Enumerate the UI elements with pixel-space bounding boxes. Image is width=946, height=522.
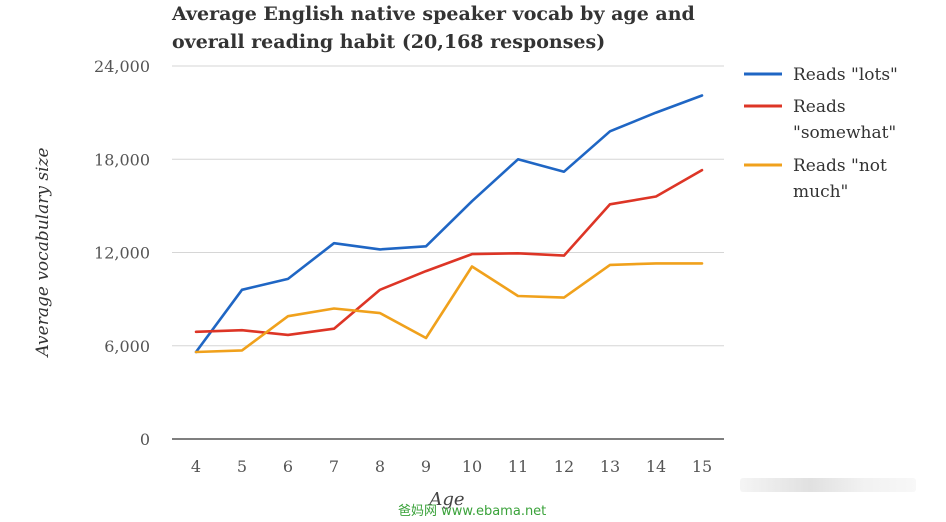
x-tick-label: 15 [692, 457, 712, 476]
legend: Reads "lots" Reads "somewhat" Reads "not muc… [744, 65, 898, 202]
watermark: 爸妈网 www.ebama.net [398, 504, 547, 519]
legend-label: Reads "not [793, 156, 887, 176]
x-tick-label: 9 [421, 457, 431, 476]
x-tick-label: 11 [508, 457, 528, 476]
series-line-2 [194, 168, 704, 337]
x-axis-label: Age [427, 489, 464, 510]
x-tick-label: 13 [600, 457, 620, 476]
y-tick-label: 6,000 [104, 337, 150, 356]
series-lines [194, 94, 704, 354]
series-line-1 [194, 94, 704, 354]
legend-label: Reads "lots" [793, 65, 898, 85]
y-tick-label: 24,000 [94, 57, 150, 76]
x-tick-label: 12 [554, 457, 574, 476]
y-tick-label: 0 [140, 430, 150, 449]
legend-label: Reads [793, 97, 846, 117]
x-tick-label: 7 [329, 457, 339, 476]
y-axis-label: Average vocabulary size [33, 147, 53, 358]
chart-title-line-2: overall reading habit (20,168 responses) [172, 31, 606, 53]
legend-label: much" [793, 182, 848, 202]
y-tick-label: 18,000 [94, 150, 150, 169]
legend-label: "somewhat" [793, 123, 896, 143]
chart-title: Average English native speaker vocab by … [172, 0, 732, 56]
x-tick-label: 14 [646, 457, 666, 476]
y-tick-label: 12,000 [94, 244, 150, 263]
series-line-3 [194, 262, 704, 354]
grid-lines [172, 65, 724, 440]
x-axis-ticks: 4 5 6 7 8 9 10 11 12 13 14 15 [191, 457, 712, 476]
x-tick-label: 6 [283, 457, 293, 476]
chart-title-line-1: Average English native speaker vocab by … [172, 3, 695, 25]
blurred-overlay [740, 478, 916, 492]
x-tick-label: 8 [375, 457, 385, 476]
x-tick-label: 4 [191, 457, 201, 476]
x-tick-label: 5 [237, 457, 247, 476]
y-axis-ticks: 0 6,000 12,000 18,000 24,000 [94, 57, 150, 449]
x-tick-label: 10 [462, 457, 482, 476]
